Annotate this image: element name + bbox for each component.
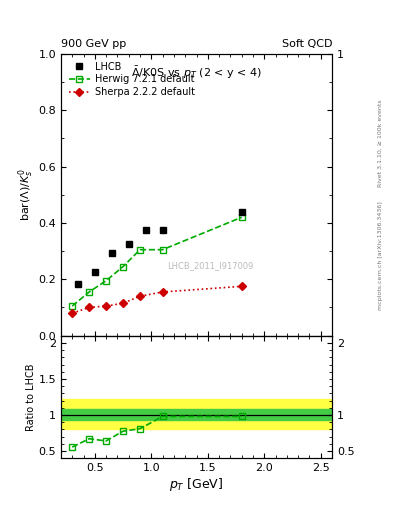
Bar — [61, 409, 332, 420]
Bar — [61, 399, 332, 430]
Sherpa 2.2.2 default — [104, 303, 108, 309]
LHCB — [239, 208, 244, 215]
Line: LHCB: LHCB — [74, 208, 245, 287]
LHCB — [126, 241, 131, 247]
Sherpa 2.2.2 default — [87, 305, 92, 311]
Herwig 7.2.1 default — [70, 303, 75, 309]
Herwig 7.2.1 default — [121, 264, 125, 270]
Legend: LHCB, Herwig 7.2.1 default, Sherpa 2.2.2 default: LHCB, Herwig 7.2.1 default, Sherpa 2.2.2… — [66, 58, 198, 100]
LHCB — [143, 227, 148, 233]
Herwig 7.2.1 default — [138, 247, 142, 253]
Text: $\bar{\Lambda}$/K0S vs $p_T$ (2 < y < 4): $\bar{\Lambda}$/K0S vs $p_T$ (2 < y < 4) — [131, 65, 262, 81]
Herwig 7.2.1 default — [239, 214, 244, 220]
Text: mcplots.cern.ch [arXiv:1306.3436]: mcplots.cern.ch [arXiv:1306.3436] — [378, 202, 383, 310]
Y-axis label: bar($\Lambda$)/$K^0_s$: bar($\Lambda$)/$K^0_s$ — [16, 168, 35, 221]
Text: LHCB_2011_I917009: LHCB_2011_I917009 — [167, 261, 253, 270]
Line: Herwig 7.2.1 default: Herwig 7.2.1 default — [69, 214, 245, 310]
LHCB — [160, 227, 165, 233]
Sherpa 2.2.2 default — [160, 289, 165, 295]
Sherpa 2.2.2 default — [70, 310, 75, 316]
Line: Sherpa 2.2.2 default: Sherpa 2.2.2 default — [70, 284, 244, 316]
Herwig 7.2.1 default — [87, 289, 92, 295]
LHCB — [109, 249, 114, 255]
Sherpa 2.2.2 default — [138, 293, 142, 300]
Text: Soft QCD: Soft QCD — [282, 38, 332, 49]
Herwig 7.2.1 default — [104, 278, 108, 284]
Sherpa 2.2.2 default — [239, 283, 244, 289]
Y-axis label: Ratio to LHCB: Ratio to LHCB — [26, 363, 36, 431]
Text: Rivet 3.1.10, ≥ 100k events: Rivet 3.1.10, ≥ 100k events — [378, 99, 383, 187]
Text: 900 GeV pp: 900 GeV pp — [61, 38, 126, 49]
LHCB — [75, 281, 80, 287]
Sherpa 2.2.2 default — [121, 300, 125, 306]
Herwig 7.2.1 default — [160, 247, 165, 253]
LHCB — [92, 269, 97, 275]
X-axis label: $p_T$ [GeV]: $p_T$ [GeV] — [169, 476, 224, 493]
